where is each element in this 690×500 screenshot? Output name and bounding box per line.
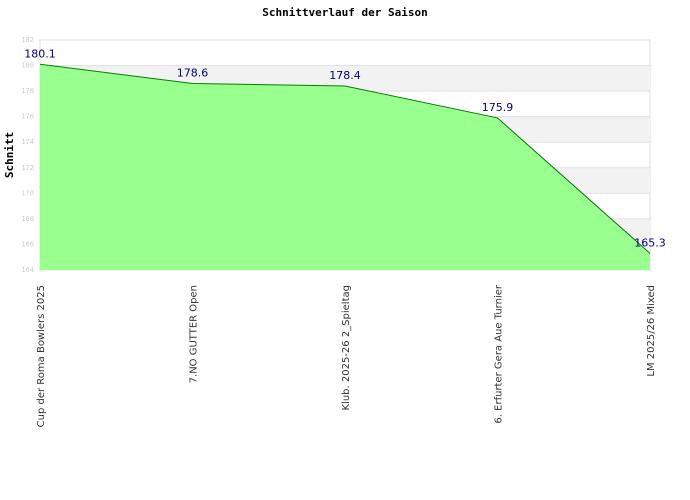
y-tick-label: 182: [21, 36, 34, 44]
y-tick-label: 168: [21, 215, 34, 223]
y-axis-label: Schnitt: [3, 132, 16, 178]
y-tick-label: 178: [21, 87, 34, 95]
y-tick-label: 176: [21, 113, 34, 121]
data-label: 180.1: [24, 47, 56, 60]
chart-title: Schnittverlauf der Saison: [262, 6, 428, 19]
data-label: 178.6: [177, 66, 209, 79]
data-label: 165.3: [634, 236, 666, 249]
x-tick-label: Cup der Roma Bowlers 2025: [36, 285, 47, 427]
data-label: 178.4: [329, 69, 361, 82]
x-tick-label: 6. Erfurter Gera Aue Turnier: [494, 284, 505, 423]
x-tick-label: Klub. 2025-26 2_Spieltag: [341, 285, 352, 411]
y-tick-label: 166: [21, 240, 34, 248]
y-tick-label: 170: [21, 189, 34, 197]
y-tick-label: 172: [21, 164, 34, 172]
line: [39, 63, 651, 254]
area: [40, 64, 650, 271]
y-tick-label: 174: [21, 138, 34, 146]
y-tick-label: 180: [21, 62, 34, 70]
data-label: 175.9: [482, 101, 514, 114]
x-tick-label: LM 2025/26 Mixed: [646, 285, 657, 377]
x-tick-label: 7.NO GUTTER Open: [189, 285, 200, 383]
y-tick-label: 164: [21, 266, 34, 274]
